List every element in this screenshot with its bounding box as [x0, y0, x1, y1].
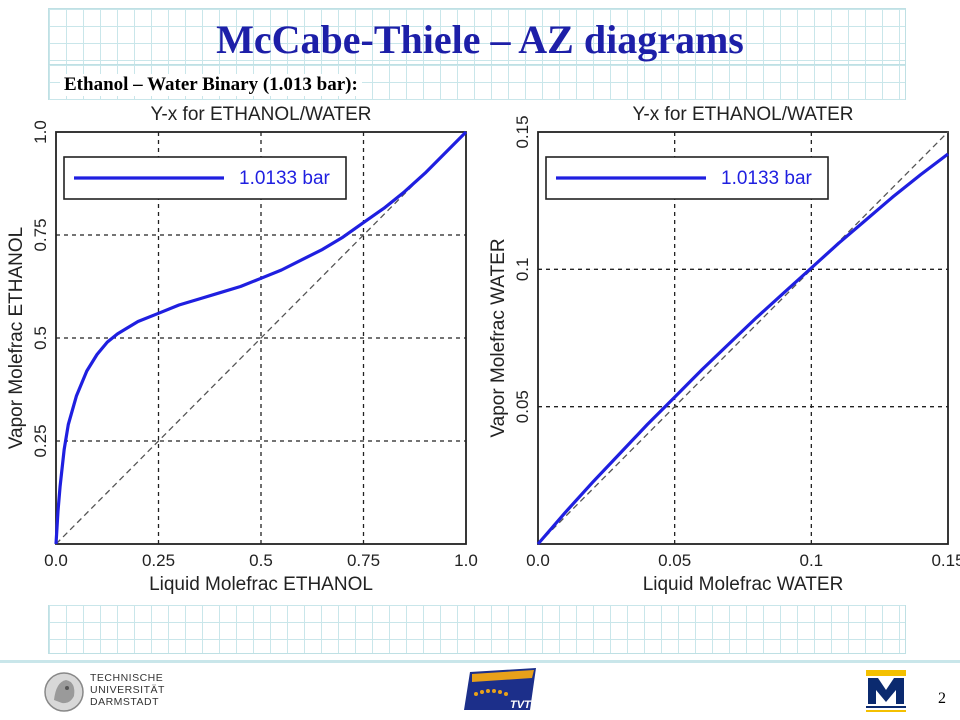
- chart0-legend-label: 1.0133 bar: [239, 168, 331, 189]
- chart1-diagonal-line: [537, 131, 949, 545]
- chart1-legend-label: 1.0133 bar: [721, 168, 813, 189]
- chart1-x-tick-label: 0.05: [658, 551, 691, 570]
- chart0-plot-frame: [55, 131, 467, 545]
- chart0-title: Y-x for ETHANOL/WATER: [151, 104, 372, 125]
- chart-water-svg: Y-x for ETHANOL/WATER 0.0 0.05 0.1 0.15 0.05 0…: [488, 104, 960, 595]
- page-number: 2: [938, 690, 946, 707]
- chart0-y-tick-label: 1.0: [31, 120, 50, 144]
- chart1-series-line-0: [536, 152, 949, 546]
- slide-subtitle: Ethanol – Water Binary (1.013 bar):: [60, 74, 362, 96]
- chart1-x-tick-label: 0.1: [800, 551, 824, 570]
- chart-water: Y-x for ETHANOL/WATER 0.0 0.05 0.1 0.15 0.05 0…: [488, 100, 960, 605]
- chart0-x-tick-label: 0.5: [249, 551, 273, 570]
- chart1-title: Y-x for ETHANOL/WATER: [633, 104, 854, 125]
- chart1-y-axis-label: Vapor Molefrac WATER: [490, 238, 509, 437]
- chart1-x-tick-label: 0.0: [526, 551, 550, 570]
- tu-line-3: DARMSTADT: [90, 696, 160, 708]
- subheader-grid-band: [48, 64, 906, 104]
- chart0-y-tick-label: 0.25: [31, 424, 50, 457]
- slide-title: McCabe-Thiele – AZ diagrams: [216, 17, 744, 62]
- chart0-y-axis-label: Vapor Molefrac ETHANOL: [6, 227, 27, 449]
- chart0-x-tick-label: 1.0: [454, 551, 478, 570]
- tu-line-2: UNIVERSITÄT: [90, 684, 165, 696]
- tvt-logo-icon: TVT: [464, 668, 536, 711]
- chart0-x-tick-label: 0.25: [142, 551, 175, 570]
- chart0-x-tick-label: 0.75: [347, 551, 380, 570]
- chart1-plot-frame: [537, 131, 949, 545]
- chart0-x-axis-label: Liquid Molefrac ETHANOL: [149, 574, 373, 595]
- tu-darmstadt-wordmark: TECHNISCHE UNIVERSITÄT DARMSTADT: [90, 672, 165, 708]
- chart0-y-tick-label: 0.5: [31, 326, 50, 350]
- header-grid-band: [48, 8, 906, 66]
- chart-ethanol-svg: Y-x for ETHANOL/WATER 0.0 0.25 0.5 0.75 1.0 0.…: [6, 104, 478, 595]
- tu-darmstadt-athene-icon: [44, 672, 84, 712]
- chart1-x-tick-label: 0.15: [931, 551, 960, 570]
- chart-ethanol: Y-x for ETHANOL/WATER 0.0 0.25 0.5 0.75 1.0 0.…: [4, 100, 490, 605]
- chart1-x-axis-label: Liquid Molefrac WATER: [643, 574, 844, 595]
- footer-divider: [0, 660, 960, 663]
- chart0-series-line-0: [54, 130, 468, 545]
- bottom-grid-band: [48, 604, 906, 654]
- chart0-y-tick-label: 0.75: [31, 218, 50, 251]
- tu-line-1: TECHNISCHE: [90, 672, 164, 684]
- chart1-y-tick-label: 0.05: [513, 390, 532, 423]
- chart0-x-tick-label: 0.0: [44, 551, 68, 570]
- chart1-y-tick-label: 0.15: [513, 115, 532, 148]
- chart0-diagonal-line: [55, 131, 467, 545]
- chart1-y-tick-label: 0.1: [513, 258, 532, 282]
- michigan-m-logo-icon: [866, 670, 906, 712]
- tvt-logo-text: TVT: [510, 699, 532, 711]
